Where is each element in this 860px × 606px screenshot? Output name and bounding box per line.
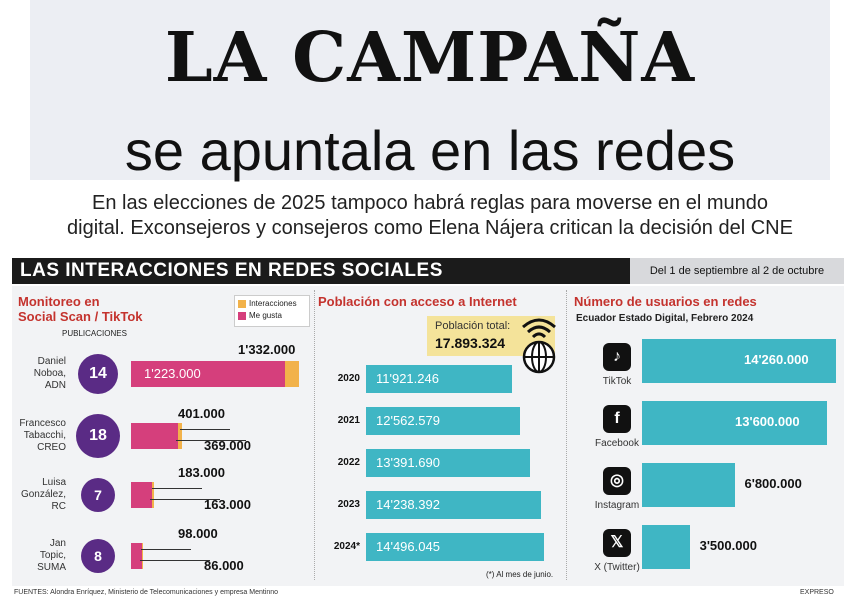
- monitoring-title-line-1: Monitoreo en: [18, 294, 100, 309]
- leader-line: [179, 429, 230, 430]
- users-bar: [642, 401, 828, 445]
- internet-access-title: Población con acceso a Internet: [318, 294, 517, 309]
- publicaciones-count: 14: [78, 354, 118, 394]
- subtitle-line-2: digital. Exconsejeros y consejeros como …: [67, 217, 793, 239]
- users-value: 3'500.000: [699, 538, 757, 553]
- facebook-icon: f: [603, 405, 631, 433]
- leader-line: [175, 440, 246, 441]
- users-value: 14'260.000: [744, 352, 809, 367]
- users-value: 13'600.000: [735, 414, 800, 429]
- legend-swatch: [238, 299, 246, 308]
- legend-item-me-gusta: Me gusta: [235, 311, 309, 320]
- population-value: 14'496.045: [376, 539, 440, 554]
- candidate-name-line: ADN: [44, 380, 66, 391]
- section-date-range: Del 1 de septiembre al 2 de octubre: [630, 258, 844, 284]
- me-gusta-value: 369.000: [204, 438, 251, 453]
- me-gusta-value: 1'223.000: [144, 366, 201, 381]
- candidate-name-line: González,: [20, 489, 66, 500]
- population-value: 12'562.579: [376, 413, 440, 428]
- interacciones-value: 401.000: [178, 406, 225, 421]
- interacciones-value: 1'332.000: [238, 342, 296, 357]
- page-subtitle: En las elecciones de 2025 tampoco habrá …: [6, 191, 854, 241]
- users-bar: [642, 463, 735, 507]
- candidate-name-line: Luisa: [42, 477, 66, 488]
- panel-divider: [566, 290, 567, 580]
- year-label: 2022: [337, 457, 360, 468]
- wifi-globe-icon: [522, 318, 556, 374]
- total-population-value: 17.893.324: [435, 335, 506, 351]
- publicaciones-count: 18: [76, 414, 120, 458]
- leader-line: [149, 499, 220, 500]
- me-gusta-bar: [131, 423, 178, 449]
- candidate-name-line: CREO: [37, 442, 66, 453]
- population-bar: [366, 533, 544, 561]
- candidate-name-line: Tabacchi,: [23, 430, 66, 441]
- x-twitter-icon: 𝕏: [603, 529, 631, 557]
- page-title-secondary: se apuntala en las redes: [124, 119, 736, 182]
- sources-footer: FUENTES: Alondra Enríquez, Ministerio de…: [14, 589, 279, 596]
- subtitle-line-1: En las elecciones de 2025 tampoco habrá …: [92, 192, 768, 214]
- network-name: TikTok: [602, 376, 632, 387]
- chart-legend: Interacciones Me gusta: [234, 295, 310, 327]
- monitoring-title: Monitoreo en Social Scan / TikTok: [18, 294, 143, 324]
- candidate-name-line: Jan: [49, 538, 66, 549]
- total-population-label: Población total:: [435, 320, 511, 332]
- candidate-name: Luisa González, RC: [4, 477, 66, 513]
- interacciones-value: 183.000: [178, 465, 225, 480]
- population-value: 13'391.690: [376, 455, 440, 470]
- monitoring-title-line-2: Social Scan / TikTok: [18, 309, 143, 324]
- network-name: X (Twitter): [594, 562, 640, 573]
- me-gusta-value: 86.000: [204, 558, 244, 573]
- year-label: 2023: [337, 499, 360, 510]
- network-name: Facebook: [595, 438, 639, 449]
- publicaciones-count: 7: [81, 478, 115, 512]
- leader-line: [139, 560, 210, 561]
- page-title: LA CAMPAÑA: [164, 18, 696, 98]
- leader-line: [152, 488, 203, 489]
- population-value: 11'921.246: [376, 371, 439, 386]
- candidate-name: Francesco Tabacchi, CREO: [4, 418, 66, 454]
- candidate-name-line: Topic,: [39, 550, 66, 561]
- me-gusta-bar: [131, 482, 152, 508]
- legend-label: Me gusta: [249, 311, 282, 320]
- candidate-name-line: Noboa,: [33, 368, 66, 379]
- tiktok-icon: ♪: [603, 343, 631, 371]
- candidate-name: Daniel Noboa, ADN: [4, 356, 66, 392]
- publicaciones-count: 8: [81, 539, 115, 573]
- network-users-title: Número de usuarios en redes: [574, 294, 757, 309]
- brand-footer: EXPRESO: [800, 589, 834, 596]
- header-background: [30, 0, 830, 180]
- leader-line: [141, 549, 192, 550]
- me-gusta-value: 163.000: [204, 497, 251, 512]
- instagram-icon: ◎: [603, 467, 631, 495]
- network-users-subtitle: Ecuador Estado Digital, Febrero 2024: [576, 313, 754, 324]
- interacciones-value: 98.000: [178, 526, 218, 541]
- publicaciones-caption: PUBLICACIONES: [62, 329, 127, 338]
- footnote: (*) Al mes de junio.: [486, 570, 554, 579]
- legend-item-interacciones: Interacciones: [235, 299, 309, 308]
- section-title: LAS INTERACCIONES EN REDES SOCIALES: [12, 258, 630, 284]
- population-value: 14'238.392: [376, 497, 440, 512]
- users-value: 6'800.000: [744, 476, 802, 491]
- population-bar: [366, 407, 521, 435]
- users-bar: [642, 525, 690, 569]
- network-name: Instagram: [594, 500, 640, 511]
- candidate-name: Jan Topic, SUMA: [4, 538, 66, 574]
- year-label: 2021: [337, 415, 360, 426]
- population-bar: [366, 449, 531, 477]
- candidate-name-line: Daniel: [37, 356, 66, 367]
- legend-swatch: [238, 311, 246, 320]
- me-gusta-bar: [131, 361, 286, 387]
- year-label: 2024*: [333, 541, 360, 552]
- me-gusta-bar: [131, 543, 142, 569]
- candidate-name-line: SUMA: [37, 562, 66, 573]
- legend-label: Interacciones: [249, 299, 297, 308]
- population-bar: [366, 491, 541, 519]
- panel-divider: [314, 290, 315, 580]
- users-bar: [642, 339, 836, 383]
- population-bar: [366, 365, 513, 393]
- candidate-name-line: Francesco: [19, 418, 66, 429]
- candidate-name-line: RC: [51, 501, 66, 512]
- year-label: 2020: [337, 373, 360, 384]
